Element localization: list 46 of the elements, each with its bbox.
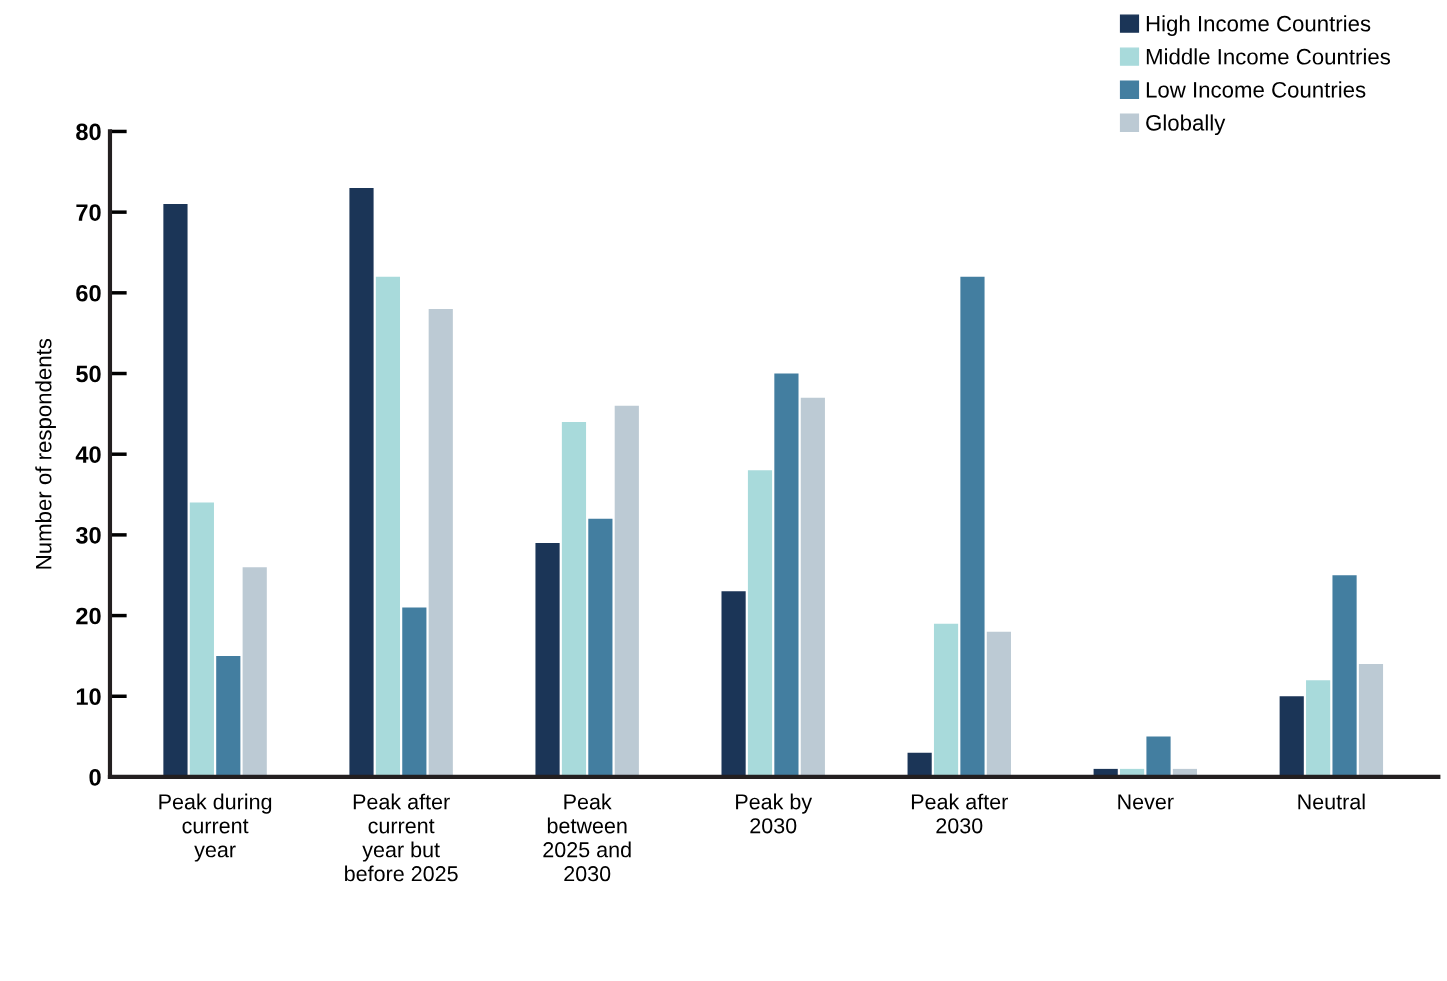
bar (349, 187, 374, 777)
bar (1279, 696, 1304, 777)
bar (561, 421, 587, 777)
bar (907, 752, 932, 777)
x-tick-label: Peak between 2025 and 2030 (543, 793, 631, 882)
bar (1306, 680, 1331, 777)
x-tick-label: Never (1118, 794, 1174, 810)
y-axis-title: Number of respondents (35, 338, 56, 569)
y-tick-label: 10 (76, 688, 101, 706)
bar (588, 518, 613, 777)
y-tick-label: 60 (76, 284, 101, 302)
bar (163, 204, 188, 777)
x-tick-label: Peak after current year but before 2025 (345, 793, 458, 882)
bar (1332, 575, 1357, 777)
bar (535, 542, 560, 777)
legend-label: Low Income Countries (1146, 81, 1366, 98)
bar (1358, 663, 1384, 777)
bar (189, 502, 214, 777)
x-tick-label: Peak by 2030 (736, 793, 813, 834)
bar (721, 591, 746, 777)
y-tick-label: 20 (76, 607, 101, 625)
bar (774, 373, 799, 777)
bar (216, 655, 241, 777)
bar (242, 567, 267, 777)
bar (428, 308, 453, 777)
bar (933, 623, 959, 777)
bar (986, 631, 1011, 777)
legend-label: Globally (1146, 114, 1226, 136)
y-tick-label: 80 (76, 123, 101, 141)
legend-label: Middle Income Countries (1146, 48, 1391, 65)
bar (375, 276, 401, 777)
x-tick-label: Peak during current year (159, 793, 272, 862)
y-tick-label: 50 (76, 365, 101, 383)
legend-label: High Income Countries (1146, 15, 1371, 36)
y-tick-label: 40 (75, 446, 101, 463)
y-tick-label: 30 (75, 526, 101, 544)
bar (1146, 736, 1171, 777)
bar (800, 397, 825, 777)
bar (960, 276, 985, 777)
x-tick-label: Neutral (1298, 793, 1365, 810)
bar (614, 405, 639, 777)
y-tick-label: 0 (89, 769, 101, 786)
bar (747, 470, 773, 777)
x-tick-label: Peak after 2030 (911, 793, 1008, 834)
bar (402, 607, 427, 777)
y-tick-label: 70 (76, 204, 101, 221)
